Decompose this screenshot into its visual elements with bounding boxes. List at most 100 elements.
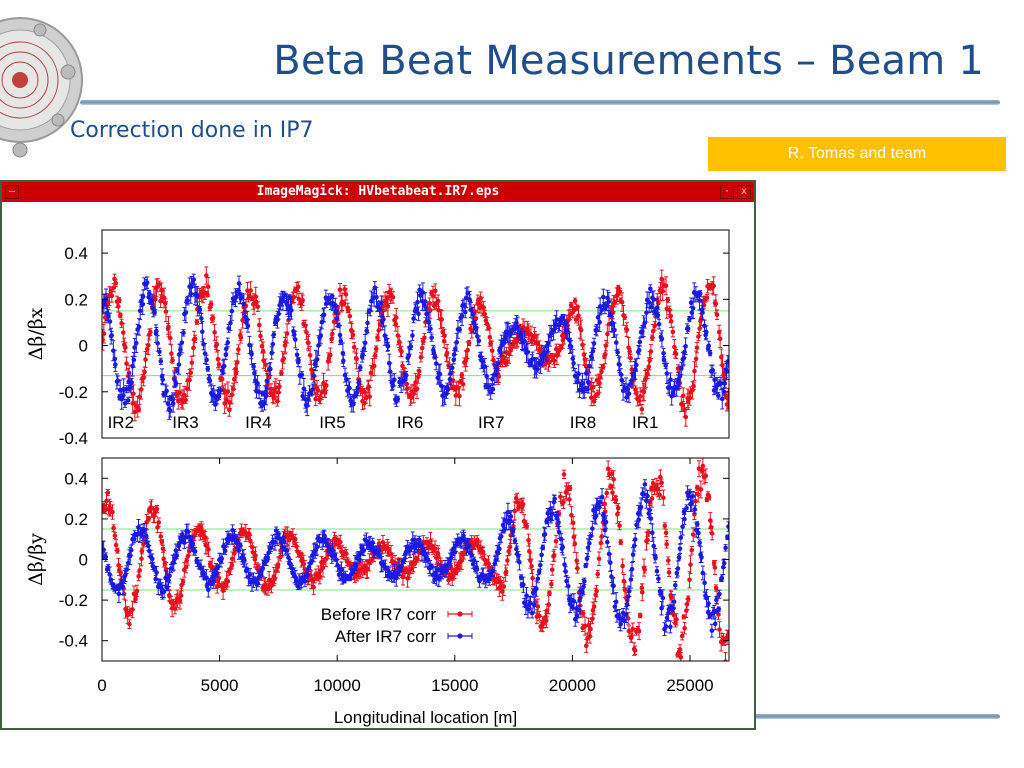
data-point — [291, 294, 297, 300]
data-point — [334, 316, 340, 321]
data-point — [502, 334, 508, 340]
data-point — [287, 294, 293, 300]
data-point — [226, 326, 231, 331]
minimize-icon[interactable]: · — [720, 185, 734, 199]
data-point — [323, 556, 329, 562]
y-tick-label: 0 — [79, 337, 88, 356]
data-point — [292, 537, 298, 542]
data-point — [107, 319, 113, 324]
data-point — [654, 305, 660, 311]
data-point — [504, 359, 510, 364]
data-point — [239, 294, 245, 300]
data-point — [697, 326, 702, 331]
slide-subtitle: Correction done in IP7 — [70, 118, 314, 143]
data-point — [110, 509, 115, 515]
data-point — [281, 356, 287, 361]
data-point — [668, 319, 674, 324]
data-point — [673, 351, 679, 357]
data-point — [644, 310, 649, 316]
data-point — [419, 345, 425, 351]
data-point — [568, 344, 574, 349]
data-point — [216, 362, 222, 367]
data-point — [347, 385, 352, 391]
data-point — [544, 344, 549, 349]
data-point — [429, 335, 434, 340]
data-point — [683, 343, 688, 349]
data-point — [113, 362, 118, 367]
data-point — [206, 547, 211, 552]
data-point — [232, 551, 237, 556]
data-point — [697, 298, 702, 303]
window-menu-icon[interactable]: – — [5, 185, 19, 199]
data-point — [133, 596, 138, 602]
data-point — [205, 366, 211, 372]
data-point — [143, 357, 148, 362]
data-point — [399, 349, 404, 354]
data-point — [289, 307, 294, 313]
data-point — [672, 344, 677, 350]
data-point — [685, 326, 691, 331]
data-point — [130, 607, 135, 612]
data-point — [210, 315, 216, 321]
header-rule — [80, 100, 1000, 105]
data-point — [668, 377, 673, 383]
data-point — [693, 356, 699, 362]
window-titlebar[interactable]: – ImageMagick: HVbetabeat.IR7.eps · x — [2, 182, 754, 202]
data-point — [661, 350, 666, 356]
data-point — [385, 344, 391, 349]
data-point — [115, 378, 121, 383]
data-point — [313, 396, 318, 402]
data-point — [255, 304, 261, 309]
data-point — [617, 362, 622, 367]
data-point — [590, 348, 596, 354]
data-point — [293, 337, 298, 342]
data-point — [167, 335, 173, 341]
data-point — [311, 584, 316, 590]
data-point — [373, 346, 379, 352]
data-point — [159, 539, 165, 545]
data-point — [337, 287, 343, 293]
data-point — [273, 385, 279, 391]
data-point — [174, 367, 180, 373]
data-point — [341, 358, 346, 364]
data-point — [615, 350, 620, 355]
data-point — [166, 324, 171, 330]
data-point — [296, 357, 301, 363]
data-point — [448, 371, 453, 376]
data-point — [112, 356, 118, 362]
data-point — [191, 277, 197, 282]
data-point — [403, 372, 409, 378]
data-point — [639, 406, 645, 412]
data-point — [189, 360, 195, 365]
data-point — [647, 358, 652, 363]
data-point — [372, 353, 378, 358]
data-point — [365, 320, 370, 326]
ir-label: IR4 — [245, 413, 271, 432]
data-point — [725, 359, 729, 364]
close-icon[interactable]: x — [737, 185, 751, 199]
data-point — [145, 342, 151, 348]
data-point — [724, 369, 729, 374]
data-point — [131, 357, 137, 363]
data-point — [659, 336, 665, 342]
data-point — [624, 327, 630, 332]
data-point — [691, 383, 696, 389]
data-point — [636, 398, 642, 404]
data-point — [109, 293, 115, 299]
data-point — [580, 380, 585, 386]
data-point — [318, 333, 324, 338]
data-point — [552, 358, 557, 363]
data-point — [413, 306, 419, 312]
data-point — [158, 534, 164, 539]
data-point — [314, 356, 320, 362]
data-point — [137, 568, 143, 573]
data-point — [651, 297, 657, 302]
data-point — [249, 351, 254, 357]
data-point — [392, 377, 397, 383]
data-point — [416, 311, 421, 317]
data-point — [600, 364, 606, 370]
data-point — [501, 340, 507, 346]
data-point — [228, 320, 233, 326]
data-point — [576, 313, 581, 318]
data-point — [163, 309, 169, 314]
